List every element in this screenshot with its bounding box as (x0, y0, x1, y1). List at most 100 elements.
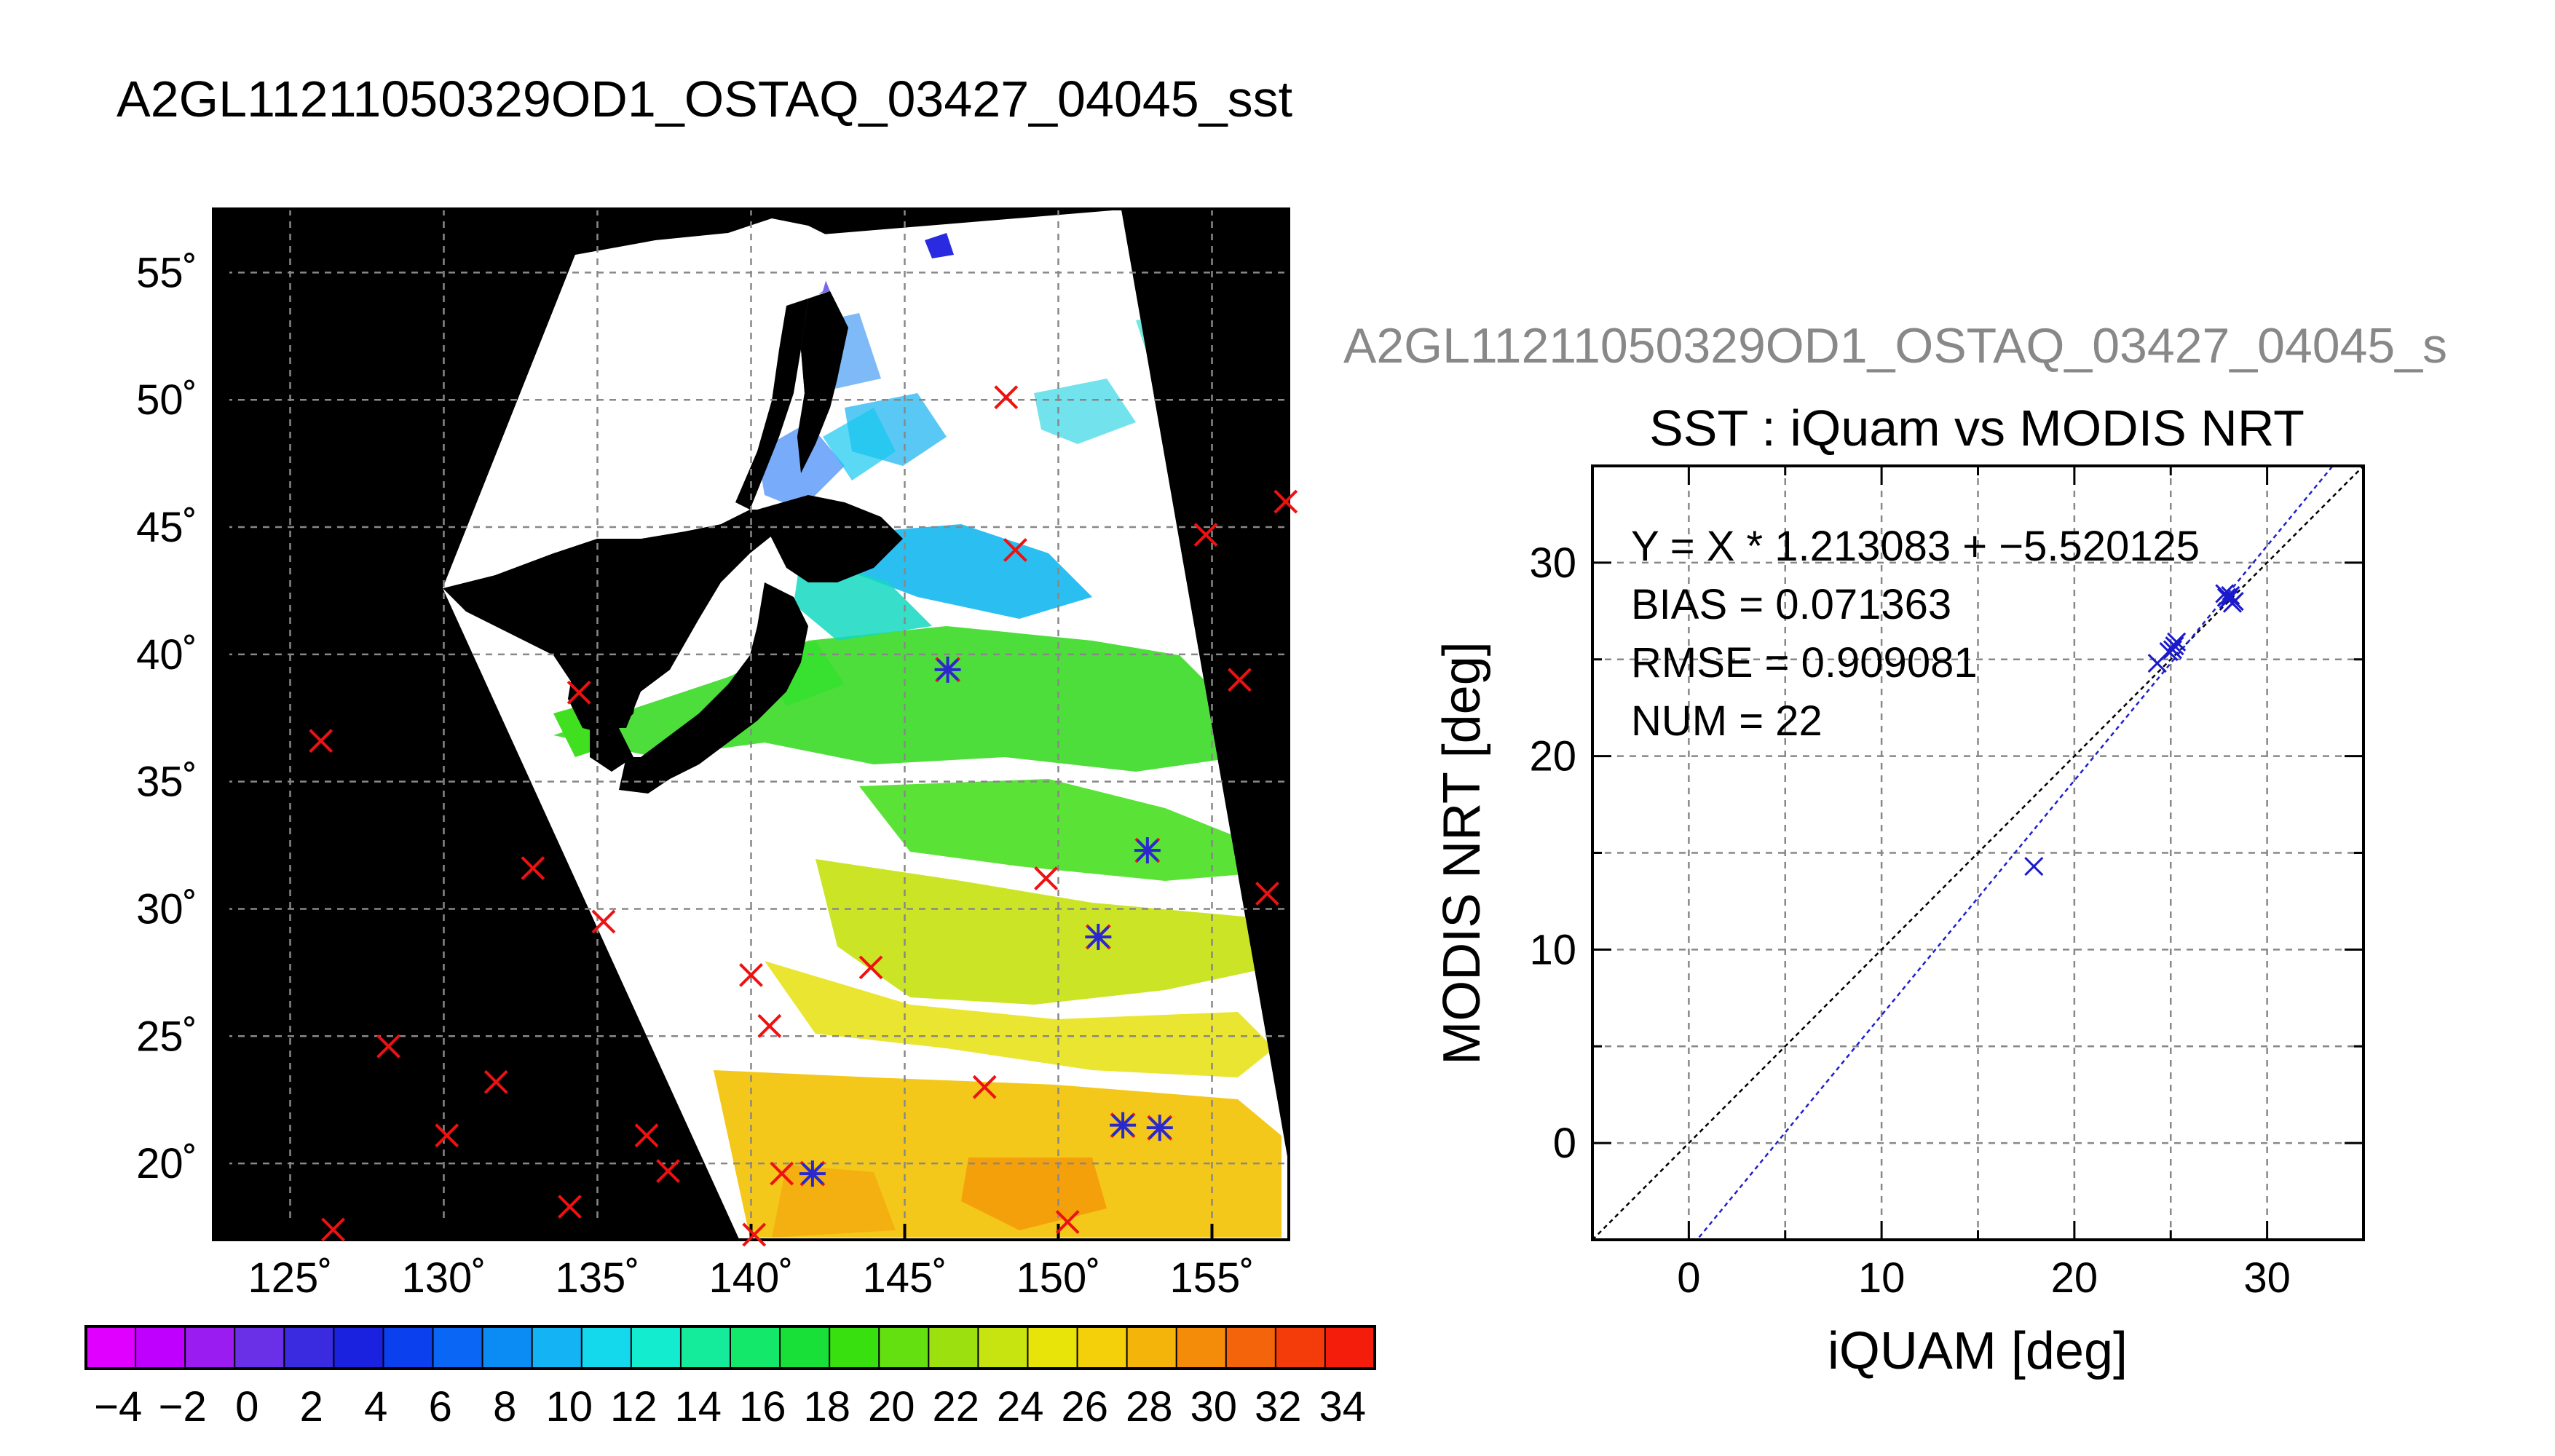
fit-equation: Y = X * 1.213083 + −5.520125 (1631, 523, 2200, 570)
amur-land (735, 298, 808, 510)
colorbar-cell (1324, 1326, 1375, 1369)
map-latitude-label: 45˚ (136, 504, 197, 551)
buoy-marker (739, 962, 763, 987)
buoy-marker (435, 1123, 459, 1148)
scatter-x-tick-label: 0 (1677, 1254, 1700, 1302)
colorbar-cell (780, 1326, 831, 1369)
colorbar-tick-label: 22 (932, 1383, 979, 1431)
buoy-marker (656, 1159, 680, 1184)
matched-buoy-marker (1134, 837, 1161, 864)
colorbar-cell (135, 1326, 186, 1369)
bias-value: BIAS = 0.071363 (1631, 581, 1951, 628)
buoy-marker (742, 1222, 767, 1247)
buoy-marker (376, 1034, 400, 1059)
colorbar-cell (1225, 1326, 1276, 1369)
buoy-marker (1003, 538, 1027, 562)
land-masses (443, 210, 1150, 794)
scatter-panel: A2GL11211050329OD1_OSTAQ_03427_04045_s S… (1343, 318, 2447, 1380)
map-latitude-label: 50˚ (136, 376, 197, 424)
buoy-marker (558, 1195, 582, 1219)
colorbar-tick-label: 18 (803, 1383, 850, 1431)
buoy-marker (591, 909, 616, 934)
colorbar-tick-label: 14 (674, 1383, 722, 1431)
buoy-marker (858, 955, 883, 980)
colorbar-cell (829, 1326, 880, 1369)
colorbar-cell (581, 1326, 632, 1369)
map-longitude-label: 155˚ (1169, 1254, 1254, 1302)
buoy-marker (994, 385, 1019, 410)
map-longitude-label: 130˚ (401, 1254, 486, 1302)
map-latitude-labels: 55˚ 50˚ 45˚ 40˚ 35˚ 30˚ 25˚ 20˚ (136, 249, 229, 1187)
colorbar-cell (532, 1326, 583, 1369)
scatter-point (2222, 593, 2243, 613)
scatter-x-label: iQUAM [deg] (1828, 1322, 2128, 1380)
buoy-marker (1273, 489, 1298, 514)
main-title: A2GL11211050329OD1_OSTAQ_03427_04045_sst (117, 71, 1292, 127)
colorbar-cell (284, 1326, 335, 1369)
buoy-marker (1228, 668, 1252, 692)
regression-line (1696, 466, 2334, 1240)
colorbar-cell (978, 1326, 1029, 1369)
matched-buoy-marker (1146, 1115, 1173, 1142)
scatter-point (2221, 585, 2240, 606)
colorbar-cell (928, 1326, 979, 1369)
map-longitude-labels: 125˚ 130˚ 135˚ 140˚ 145˚ 150˚ 155˚ (248, 1224, 1255, 1302)
buoy-marker (972, 1075, 997, 1099)
colorbar-tick-label: 4 (364, 1383, 387, 1431)
colorbar-cell (1176, 1326, 1227, 1369)
scatter-x-tick-label: 10 (1858, 1254, 1906, 1302)
scatter-point (2165, 636, 2184, 656)
colorbar-tick-label: −2 (159, 1383, 207, 1431)
buoy-markers (309, 385, 1298, 1247)
matched-buoy-marker (934, 656, 961, 683)
colorbar-cell (680, 1326, 731, 1369)
map-latitude-label: 25˚ (136, 1013, 197, 1060)
map-longitude-label: 150˚ (1016, 1254, 1100, 1302)
map-longitude-label: 135˚ (555, 1254, 639, 1302)
rmse-value: RMSE = 0.909081 (1631, 639, 1978, 687)
buoy-marker (1055, 1210, 1080, 1234)
colorbar-tick-label: 2 (300, 1383, 323, 1431)
map-latitude-label: 20˚ (136, 1140, 197, 1187)
buoy-marker (483, 1069, 508, 1094)
colorbar-cell (631, 1326, 682, 1369)
map-panel: 125˚ 130˚ 135˚ 140˚ 145˚ 150˚ 155˚ 55˚ 50˚ 45˚ 40… (136, 207, 1298, 1302)
colorbar-cell (383, 1326, 434, 1369)
scatter-y-tick-label: 20 (1529, 733, 1576, 780)
scatter-y-tick-label: 30 (1529, 539, 1576, 587)
scatter-grid (1592, 466, 2364, 1240)
sakhalin-land (797, 291, 848, 473)
colorbar-cell (482, 1326, 533, 1369)
buoy-marker (757, 1013, 782, 1038)
colorbar-cell (333, 1326, 384, 1369)
buoy-marker (1193, 523, 1218, 547)
colorbar-cell (86, 1326, 137, 1369)
identity-line (1592, 466, 2364, 1240)
colorbar: −4 −2 0 2 4 6 8 10 12 14 16 18 20 22 24 26 28 30 32 34 (84, 1325, 1376, 1431)
colorbar-tick-label: 0 (235, 1383, 258, 1431)
scatter-points (2024, 584, 2244, 877)
map-longitude-label: 145˚ (862, 1254, 947, 1302)
colorbar-cell (1126, 1326, 1177, 1369)
colorbar-tick-label: 28 (1126, 1383, 1173, 1431)
map-longitude-label: 125˚ (248, 1254, 332, 1302)
buoy-marker (770, 1161, 794, 1186)
scatter-point (2024, 857, 2044, 877)
map-grid (213, 209, 1289, 1240)
map-latitude-label: 55˚ (136, 249, 197, 296)
buoy-marker (309, 729, 333, 753)
count-value: NUM = 22 (1631, 697, 1823, 745)
buoy-marker (634, 1123, 659, 1148)
colorbar-tick-label: 6 (429, 1383, 452, 1431)
map-longitude-label: 140˚ (708, 1254, 793, 1302)
buoy-marker (1255, 882, 1279, 906)
colorbar-frame (84, 1325, 1376, 1370)
colorbar-cell (185, 1326, 236, 1369)
map-latitude-label: 35˚ (136, 759, 197, 806)
buoy-marker (566, 680, 591, 705)
scatter-point (2167, 632, 2187, 652)
colorbar-tick-label: 12 (610, 1383, 657, 1431)
colorbar-cell (433, 1326, 483, 1369)
scatter-point (2215, 584, 2235, 604)
colorbar-tick-label: 24 (997, 1383, 1044, 1431)
